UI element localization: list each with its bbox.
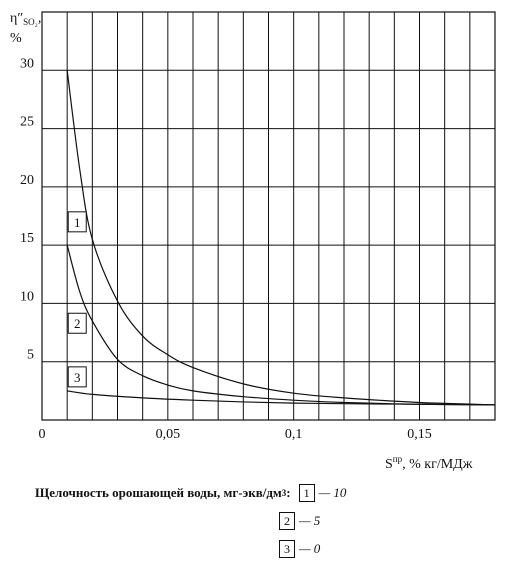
- series-label-box-3: [67, 366, 87, 388]
- x-tick-label: 0,1: [285, 427, 303, 442]
- y-axis-unit: %: [10, 31, 22, 46]
- x-axis-label: Sпр, % кг/МДж: [385, 454, 473, 472]
- legend-title-sup: 3: [281, 488, 287, 498]
- legend-item-3: 3 — 0: [279, 540, 320, 558]
- legend-value-3: — 0: [299, 541, 321, 556]
- y-tick-label: 30: [20, 56, 34, 71]
- series-line-2: [66, 244, 496, 406]
- legend-value-1: — 10: [318, 485, 347, 500]
- legend-title: Щелочность орошающей воды, мг-экв/дм 3: 1…: [35, 484, 346, 502]
- legend-item-2: 2 — 5: [279, 512, 320, 530]
- series-label-1: 1: [74, 215, 81, 230]
- series-line-3: [67, 390, 496, 406]
- series-line-1: [66, 70, 496, 406]
- y-tick-label: 15: [20, 231, 34, 246]
- y-tick-label: 25: [20, 115, 34, 130]
- legend-box-1: 1: [298, 484, 315, 502]
- y-tick-label: 20: [20, 173, 34, 188]
- series-label-2: 2: [74, 316, 81, 331]
- x-tick-label: 0,15: [407, 427, 432, 442]
- series-label-box-2: [67, 312, 87, 334]
- y-axis-label: η″SO₂,: [10, 11, 41, 27]
- legend-box-2: 2: [279, 512, 295, 530]
- series-labels: 1 2 3: [67, 211, 87, 388]
- series-lines: [66, 70, 496, 406]
- legend-title-text: Щелочность орошающей воды, мг-экв/дм: [35, 485, 282, 500]
- series-label-box-1: [67, 211, 87, 233]
- chart: 5 10 15 20 25 30 0 0,05 0,1 0,15 1 2 3 η″SO₂, % Sпр…: [10, 11, 496, 472]
- x-tick-label: 0,05: [156, 427, 181, 442]
- tick-labels: 5 10 15 20 25 30 0 0,05 0,1 0,15: [20, 56, 432, 442]
- x-tick-label: 0: [39, 427, 46, 442]
- legend-title-colon: :: [286, 485, 291, 500]
- y-tick-label: 10: [20, 289, 34, 304]
- legend-value-2: — 5: [299, 513, 321, 528]
- plot-frame: [41, 11, 496, 421]
- legend-box-3: 3: [279, 540, 295, 558]
- series-label-3: 3: [74, 370, 81, 385]
- grid: [42, 12, 495, 420]
- y-tick-label: 5: [27, 348, 34, 363]
